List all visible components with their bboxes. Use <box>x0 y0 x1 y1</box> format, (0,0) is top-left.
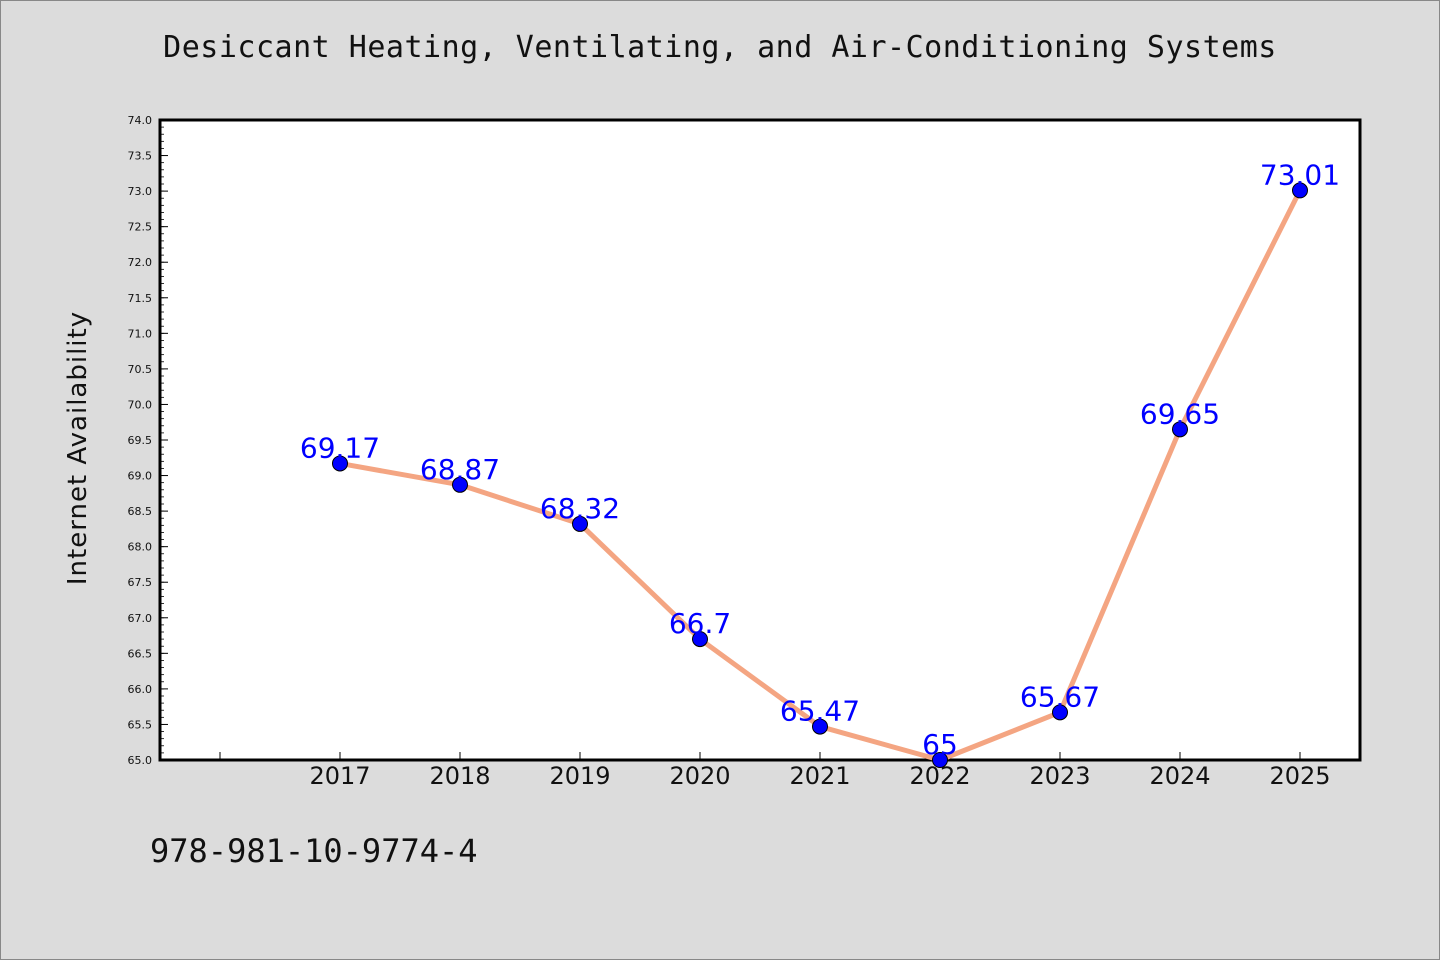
data-point <box>1172 421 1188 438</box>
y-tick-label: 68.0 <box>128 541 153 554</box>
y-tick-label: 68.5 <box>128 505 153 518</box>
x-tick-label: 2025 <box>1269 762 1330 790</box>
x-tick-label: 2018 <box>429 762 490 790</box>
y-tick-label: 70.0 <box>128 398 153 411</box>
x-tick-label: 2021 <box>789 762 850 790</box>
y-tick-label: 66.5 <box>128 647 153 660</box>
plot-area <box>158 118 1362 762</box>
y-tick-label: 69.0 <box>128 470 153 483</box>
data-label: 65.67 <box>1020 680 1100 713</box>
y-axis: 65.0 65.5 66.0 66.5 67.0 67.5 68.0 68.5 69.0 69.5… <box>128 114 168 767</box>
data-point <box>932 752 948 768</box>
data-point <box>332 455 348 472</box>
data-point <box>692 631 708 648</box>
data-label: 68.32 <box>540 492 620 525</box>
data-point <box>572 515 588 532</box>
y-tick-label: 66.0 <box>128 683 153 696</box>
y-tick-label: 70.5 <box>128 363 153 376</box>
data-label: 69.65 <box>1140 397 1220 430</box>
x-tick-label: 2017 <box>309 762 370 790</box>
data-label: 66.7 <box>669 607 731 640</box>
y-tick-label: 73.0 <box>128 185 153 198</box>
x-tick-label: 2024 <box>1149 762 1210 790</box>
x-tick-label: 2020 <box>669 762 730 790</box>
y-tick-label: 65.0 <box>128 754 153 767</box>
data-label: 69.17 <box>300 431 380 464</box>
x-tick-label: 2023 <box>1029 762 1090 790</box>
data-label: 73.01 <box>1260 158 1340 191</box>
y-tick-label: 71.0 <box>128 327 153 340</box>
data-label: 65.47 <box>780 695 860 728</box>
chart-title: Desiccant Heating, Ventilating, and Air-… <box>163 30 1277 65</box>
x-axis: 2017 2018 2019 2020 2021 2022 2023 2024 2025 <box>219 752 1331 790</box>
y-tick-label: 72.0 <box>128 256 153 269</box>
y-tick-label: 67.0 <box>128 612 153 625</box>
y-tick-label: 67.5 <box>128 576 153 589</box>
data-points <box>332 182 1308 768</box>
data-point <box>452 476 468 493</box>
data-label: 68.87 <box>420 453 500 486</box>
data-labels: 69.17 68.87 68.32 66.7 65.47 65 65.67 69.65 73.0… <box>300 158 1340 761</box>
data-point <box>812 718 828 735</box>
y-tick-label: 72.5 <box>128 221 153 234</box>
y-tick-label: 74.0 <box>128 114 153 127</box>
y-tick-label: 71.5 <box>128 292 153 305</box>
data-point <box>1292 182 1308 199</box>
isbn-code: 978-981-10-9774-4 <box>150 832 478 870</box>
y-tick-label: 73.5 <box>128 150 153 163</box>
y-tick-label: 65.5 <box>128 718 153 731</box>
data-label: 65 <box>922 728 958 761</box>
x-tick-label: 2019 <box>549 762 610 790</box>
y-axis-label: Internet Availability <box>63 311 93 585</box>
data-point <box>1052 704 1068 721</box>
y-tick-label: 69.5 <box>128 434 153 447</box>
